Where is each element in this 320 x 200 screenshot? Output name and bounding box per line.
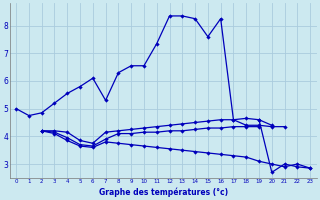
X-axis label: Graphe des températures (°c): Graphe des températures (°c)	[99, 187, 228, 197]
